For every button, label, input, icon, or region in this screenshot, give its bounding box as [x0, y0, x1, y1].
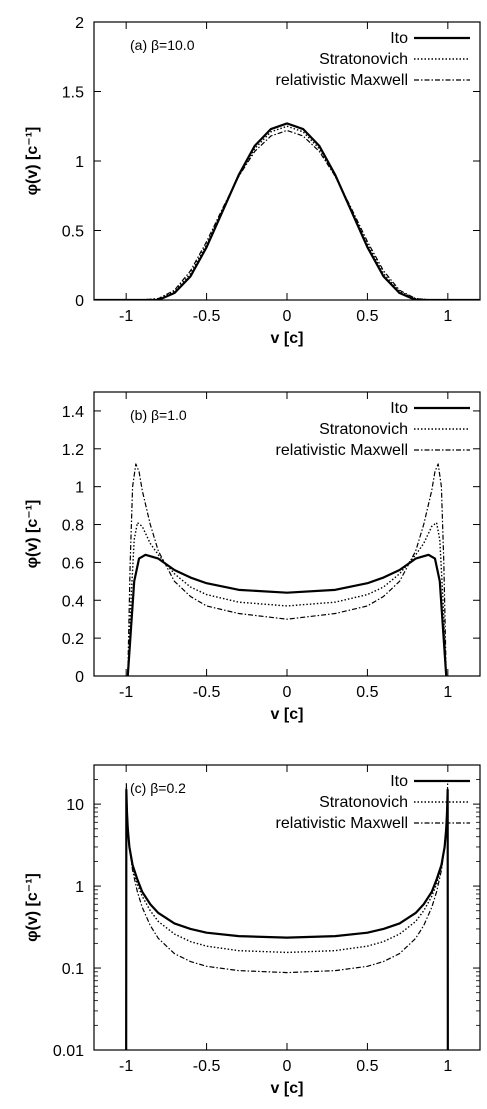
legend-label: relativistic Maxwell	[276, 442, 408, 459]
series-line-stratonovich	[125, 787, 449, 954]
x-tick-label: 0.5	[356, 308, 378, 325]
x-tick-label: -1	[119, 684, 133, 701]
legend-label: Stratonovich	[319, 51, 408, 68]
legend-label: Ito	[390, 773, 408, 790]
y-tick-label: 2	[75, 15, 84, 32]
x-tick-label: -0.5	[193, 684, 221, 701]
series-line-ito	[94, 122, 480, 300]
legend-label: Stratonovich	[319, 421, 408, 438]
series-line-stratonovich	[127, 521, 447, 676]
plot-frame	[93, 21, 481, 301]
y-axis-label: φ(v) [c⁻¹]	[24, 873, 41, 942]
x-tick-label: 0	[283, 1058, 292, 1075]
legend: Ito Stratonovich relativistic Maxwell	[276, 30, 470, 89]
y-tick-label: 0.4	[62, 593, 84, 610]
y-tick-label: 1	[75, 480, 84, 497]
y-tick-label: 0.6	[62, 555, 84, 572]
y-tick-label: 1.4	[62, 404, 84, 421]
x-axis-label: v [c]	[271, 1080, 304, 1097]
y-tick-label: 0.5	[62, 224, 84, 241]
series-line-ito	[126, 553, 448, 676]
y-tick-label: 0.1	[62, 961, 84, 978]
legend: Ito Stratonovich relativistic Maxwell	[276, 400, 470, 459]
panel-c: -1 -0.5 0 0.5 1 0.01 0.1 1 10 v [c] φ(v) [c⁻¹] (c) …	[24, 764, 481, 1097]
x-tick-label: -1	[119, 1058, 133, 1075]
legend-label: relativistic Maxwell	[276, 72, 408, 89]
series-line-relativistic-maxwell	[94, 129, 480, 300]
legend-label: Stratonovich	[319, 794, 408, 811]
y-tick-label: 0.8	[62, 518, 84, 535]
y-tick-label: 10	[66, 797, 84, 814]
x-tick-label: 0.5	[356, 684, 378, 701]
y-axis-label: φ(v) [c⁻¹]	[24, 500, 41, 569]
panel-label: (b) β=1.0	[130, 407, 187, 423]
x-axis-label: v [c]	[271, 330, 304, 347]
y-tick-label: 1.2	[62, 442, 84, 459]
x-tick-label: 0	[283, 684, 292, 701]
y-tick-label: 0	[75, 293, 84, 310]
panel-a: -1 -0.5 0 0.5 1 0 0.5 1 1.5 2 v [c] φ(v) [c⁻¹] (a) β…	[24, 15, 481, 347]
y-tick-label: 0	[75, 669, 84, 686]
x-tick-label: 1	[443, 308, 452, 325]
series-line-relativistic-maxwell	[127, 463, 447, 676]
legend: Ito Stratonovich relativistic Maxwell	[276, 773, 470, 832]
legend-label: Ito	[390, 400, 408, 417]
y-tick-label: 0.2	[62, 631, 84, 648]
plot-frame	[93, 391, 481, 677]
series-line-stratonovich	[94, 125, 480, 300]
legend-label: Ito	[390, 30, 408, 47]
y-tick-label: 1	[75, 879, 84, 896]
x-axis-label: v [c]	[271, 706, 304, 723]
panel-b: -1 -0.5 0 0.5 1 0 0.2 0.4 0.6 0.8 1 1.2 1.4 v [c] φ(v)…	[24, 391, 481, 723]
x-tick-label: 0	[283, 308, 292, 325]
x-tick-label: 0.5	[356, 1058, 378, 1075]
panel-label: (a) β=10.0	[130, 37, 195, 53]
y-tick-label: 1.5	[62, 85, 84, 102]
x-tick-label: 1	[443, 1058, 452, 1075]
legend-label: relativistic Maxwell	[276, 815, 408, 832]
x-tick-label: -0.5	[193, 1058, 221, 1075]
y-tick-label: 0.01	[53, 1043, 84, 1060]
y-axis-label: φ(v) [c⁻¹]	[24, 127, 41, 196]
y-tick-label: 1	[75, 154, 84, 171]
x-tick-label: 1	[443, 684, 452, 701]
x-tick-label: -1	[119, 308, 133, 325]
panel-label: (c) β=0.2	[130, 780, 186, 796]
series-line-relativistic-maxwell	[125, 783, 449, 974]
x-tick-label: -0.5	[193, 308, 221, 325]
